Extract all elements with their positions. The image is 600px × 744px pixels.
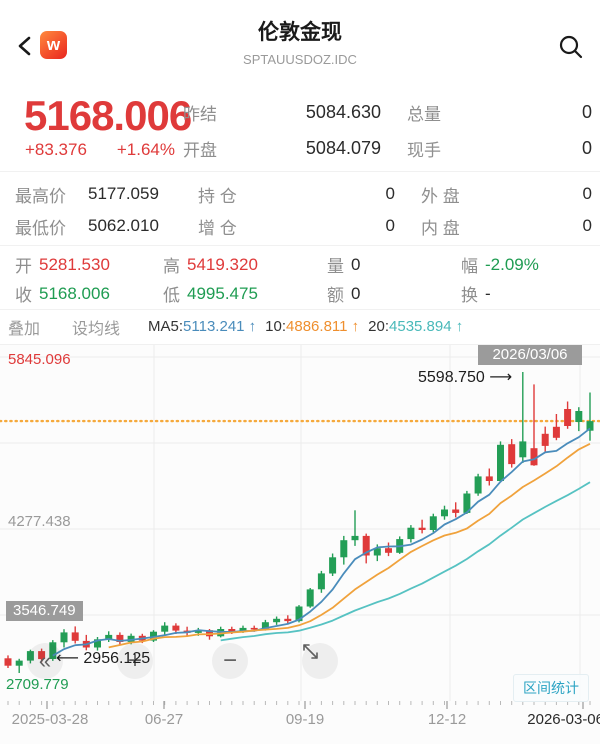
range-statistics-button[interactable]: 区间统计 xyxy=(513,674,589,702)
interest-change-value: 0 xyxy=(385,216,395,235)
ohlc-row: 收 5168.006 低 4995.475 额 0 换 - xyxy=(15,279,592,308)
app-logo-icon[interactable]: w xyxy=(40,31,67,59)
current-lot-label: 现手 xyxy=(407,140,441,160)
high-price-label: 最高价 xyxy=(15,186,66,206)
y-crosshair-badge: 3546.749 xyxy=(6,601,83,621)
inner-volume-value: 0 xyxy=(582,216,592,235)
ma10-key: 10: xyxy=(265,318,287,335)
low-price-value: 5062.010 xyxy=(88,216,159,235)
ma5-key: MA5: xyxy=(148,318,184,335)
stats-row: 最高价 5177.059 持 仓 0 外 盘 0 xyxy=(15,178,592,210)
k-volume-value: 0 xyxy=(351,254,361,274)
y-axis-mid-label: 4277.438 xyxy=(8,513,71,530)
page-title: 伦敦金现 xyxy=(258,21,342,44)
search-icon xyxy=(559,35,583,59)
k-turnover-label: 换 xyxy=(461,286,478,305)
k-high-value: 5419.320 xyxy=(187,254,258,274)
ma-toolbar: 叠加 设均线 MA5: 5113.241 ↑ 10: 4886.811 ↑ 20… xyxy=(0,310,600,343)
chart-canvas xyxy=(0,345,600,744)
change-row: +83.376 +1.64% xyxy=(25,140,175,160)
zoom-in-button[interactable]: + xyxy=(117,643,153,679)
quote-section: 5168.006 +83.376 +1.64% 昨结 5084.630 总量 0… xyxy=(0,90,600,172)
open-interest-label: 持 仓 xyxy=(198,186,237,206)
k-turnover-value: - xyxy=(485,283,491,303)
prev-settle-value: 5084.630 xyxy=(305,101,381,122)
title-block: 伦敦金现 SPTAUUSDOZ.IDC xyxy=(0,16,600,67)
right-arrow-icon: ⟶ xyxy=(489,369,513,386)
open-interest-value: 0 xyxy=(385,184,395,203)
low-price-label: 最低价 xyxy=(15,218,66,238)
k-amplitude-value: -2.09% xyxy=(485,254,539,274)
stats-row: 最低价 5062.010 增 仓 0 内 盘 0 xyxy=(15,210,592,242)
k-amount-label: 额 xyxy=(327,286,344,305)
y-axis-min-label: 2709.779 xyxy=(6,676,69,693)
stats-section: 最高价 5177.059 持 仓 0 外 盘 0 最低价 5062.010 增 … xyxy=(0,172,600,246)
zoom-out-button[interactable]: − xyxy=(212,643,248,679)
prev-settle-label: 昨结 xyxy=(183,104,217,124)
y-axis-max-label: 5845.096 xyxy=(8,351,71,368)
expand-icon xyxy=(303,644,318,659)
ma10-value: 4886.811 ↑ xyxy=(286,318,360,335)
search-button[interactable] xyxy=(558,34,584,60)
ohlc-row: 开 5281.530 高 5419.320 量 0 幅 -2.09% xyxy=(15,250,592,279)
low-annotation-value: 2956.125 xyxy=(83,650,151,667)
k-volume-label: 量 xyxy=(327,257,344,276)
k-low-value: 4995.475 xyxy=(187,283,258,303)
k-close-label: 收 xyxy=(15,286,32,305)
symbol-code: SPTAUUSDOZ.IDC xyxy=(243,52,357,67)
quote-grid: 昨结 5084.630 总量 0 开盘 5084.079 现手 0 xyxy=(183,94,592,166)
high-annotation-value: 5598.750 xyxy=(418,369,485,386)
k-open-value: 5281.530 xyxy=(39,254,110,274)
change-percent: +1.64% xyxy=(116,140,175,159)
x-axis-label: 12-12 xyxy=(427,711,467,728)
candlestick-chart[interactable]: 5845.096 2026/03/06 5598.750 ⟶ 4277.438 … xyxy=(0,344,600,744)
change-value: +83.376 xyxy=(25,140,87,159)
outer-volume-value: 0 xyxy=(582,184,592,203)
rewind-button[interactable]: « xyxy=(27,643,63,679)
x-axis-label-current: 2026-03-06 xyxy=(527,711,600,728)
ma20-value: 4535.894 ↑ xyxy=(389,318,464,335)
ohlc-section: 开 5281.530 高 5419.320 量 0 幅 -2.09% 收 516… xyxy=(0,246,600,310)
set-ma-button[interactable]: 设均线 xyxy=(72,320,121,338)
quote-row: 开盘 5084.079 现手 0 xyxy=(183,130,592,166)
high-price-value: 5177.059 xyxy=(88,184,159,203)
ma20-key: 20: xyxy=(368,318,390,335)
x-axis-label: 2025-03-28 xyxy=(11,711,89,728)
logo-letter: w xyxy=(46,35,61,54)
expand-button[interactable] xyxy=(302,643,338,679)
ma5-value: 5113.241 ↑ xyxy=(183,318,257,335)
k-high-label: 高 xyxy=(163,257,180,276)
interest-change-label: 增 仓 xyxy=(198,218,237,238)
k-amplitude-label: 幅 xyxy=(461,257,478,276)
header: w 伦敦金现 SPTAUUSDOZ.IDC xyxy=(0,0,600,90)
k-open-label: 开 xyxy=(15,257,32,276)
quote-row: 昨结 5084.630 总量 0 xyxy=(183,94,592,130)
x-axis-label: 06-27 xyxy=(144,711,184,728)
x-axis-label: 09-19 xyxy=(285,711,325,728)
last-price: 5168.006 xyxy=(24,92,192,139)
overlay-button[interactable]: 叠加 xyxy=(8,320,41,338)
open-value: 5084.079 xyxy=(305,137,381,158)
high-annotation: 5598.750 ⟶ xyxy=(418,367,512,387)
k-close-value: 5168.006 xyxy=(39,283,110,303)
k-amount-value: 0 xyxy=(351,283,361,303)
k-low-label: 低 xyxy=(163,286,180,305)
outer-volume-label: 外 盘 xyxy=(421,186,460,206)
low-annotation: ⟵ 2956.125 xyxy=(56,648,150,668)
rewind-icon: « xyxy=(38,648,52,673)
back-button[interactable] xyxy=(12,32,40,60)
plus-icon: + xyxy=(127,647,142,674)
back-chevron-icon xyxy=(18,36,31,56)
minus-icon: − xyxy=(222,647,237,674)
total-volume-label: 总量 xyxy=(407,104,441,124)
current-lot-value: 0 xyxy=(581,137,592,158)
left-arrow-icon: ⟵ xyxy=(56,650,79,667)
open-label: 开盘 xyxy=(183,140,217,160)
date-badge: 2026/03/06 xyxy=(478,345,582,365)
inner-volume-label: 内 盘 xyxy=(421,218,460,238)
total-volume-value: 0 xyxy=(581,101,592,122)
